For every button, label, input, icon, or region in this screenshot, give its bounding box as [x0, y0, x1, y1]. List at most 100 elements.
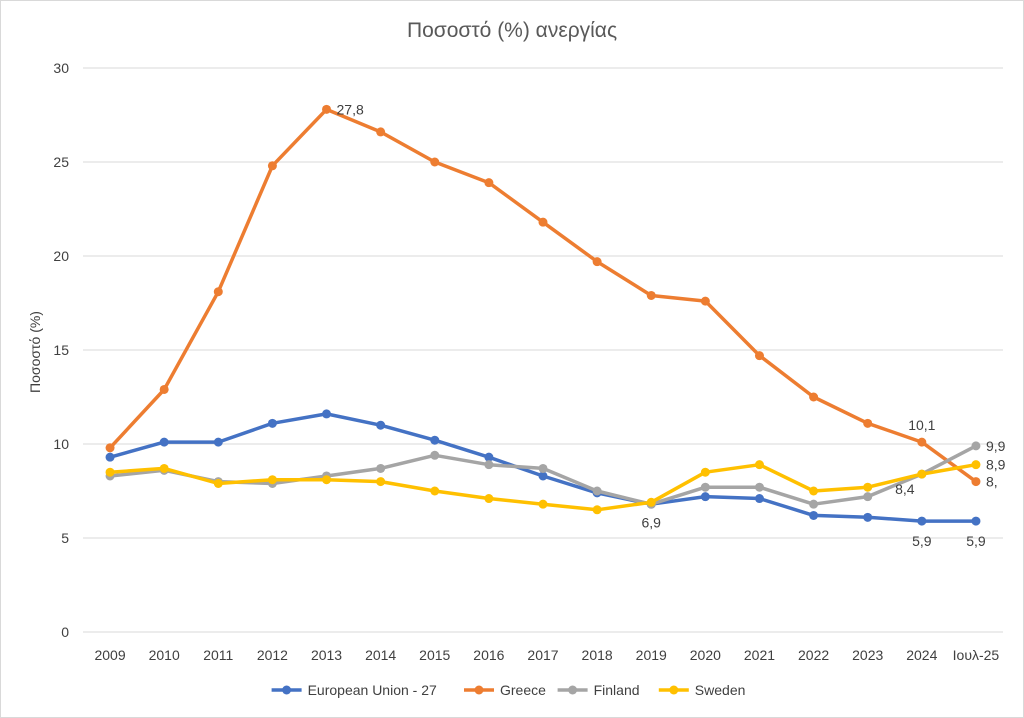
data-label: 27,8	[337, 101, 364, 117]
data-point	[917, 516, 927, 526]
x-tick-label: 2023	[852, 647, 883, 663]
data-point	[430, 486, 440, 496]
data-point	[484, 460, 494, 470]
data-point	[105, 452, 115, 462]
data-label: 10,1	[908, 417, 935, 433]
x-tick-label: 2021	[744, 647, 775, 663]
data-label: 5,9	[966, 533, 986, 549]
data-point	[971, 441, 981, 451]
data-label: 5,9	[912, 533, 932, 549]
series-greece	[105, 104, 981, 487]
x-tick-label: 2013	[311, 647, 342, 663]
data-point	[971, 477, 981, 487]
data-point	[213, 287, 223, 297]
series-line-greece	[108, 107, 978, 484]
data-point	[592, 257, 602, 267]
data-point	[700, 482, 710, 492]
data-point	[159, 437, 169, 447]
x-tick-label: 2015	[419, 647, 450, 663]
data-labels: 5,9 5,9 27,8 10,1 8, 8,4 9,9 6,9 8,9	[337, 101, 1006, 549]
data-point	[863, 492, 873, 502]
data-point	[538, 217, 548, 227]
data-point	[863, 418, 873, 428]
data-point	[213, 478, 223, 488]
y-tick-label: 10	[53, 436, 69, 452]
legend-swatch-marker	[474, 685, 484, 695]
x-tick-label: 2012	[257, 647, 288, 663]
legend-label: European Union - 27	[308, 682, 437, 698]
x-tick-label: 2009	[94, 647, 125, 663]
legend-swatch-marker	[669, 685, 679, 695]
data-point	[971, 460, 981, 470]
data-point	[105, 443, 115, 453]
data-point	[159, 384, 169, 394]
data-point	[754, 351, 764, 361]
data-point	[809, 499, 819, 509]
series-european-union-27	[105, 409, 981, 526]
series-sweden	[105, 460, 981, 515]
data-point	[592, 486, 602, 496]
data-point	[700, 467, 710, 477]
x-tick-label: 2020	[690, 647, 721, 663]
data-point	[538, 463, 548, 473]
legend-label: Sweden	[695, 682, 746, 698]
data-label: 8,9	[986, 457, 1006, 473]
x-tick-label: 2010	[149, 647, 180, 663]
chart-title: Ποσοστό (%) ανεργίας	[407, 19, 617, 42]
data-point	[484, 494, 494, 504]
data-point	[809, 486, 819, 496]
legend-item-european-union-27: European Union - 27	[271, 682, 437, 698]
x-tick-label: 2019	[636, 647, 667, 663]
data-point	[863, 512, 873, 522]
data-point	[267, 475, 277, 485]
data-point	[646, 290, 656, 300]
data-point	[809, 510, 819, 520]
data-point	[105, 467, 115, 477]
data-point	[754, 460, 764, 470]
data-point	[430, 435, 440, 445]
data-point	[917, 437, 927, 447]
x-tick-label: 2017	[527, 647, 558, 663]
legend-item-greece: Greece	[464, 682, 546, 698]
data-point	[213, 437, 223, 447]
data-point	[322, 475, 332, 485]
data-point	[322, 104, 332, 114]
data-point	[809, 392, 819, 402]
legend-item-finland: Finland	[557, 682, 640, 698]
data-label: 9,9	[986, 438, 1006, 454]
x-tick-label: Ιουλ-25	[953, 647, 1000, 663]
y-tick-label: 25	[53, 154, 69, 170]
data-point	[484, 178, 494, 188]
legend-label: Greece	[500, 682, 546, 698]
x-tick-label: 2011	[203, 647, 233, 663]
data-point	[267, 418, 277, 428]
x-tick-label: 2018	[582, 647, 613, 663]
data-point	[484, 452, 494, 462]
data-point	[430, 157, 440, 167]
legend-label: Finland	[594, 682, 640, 698]
y-tick-labels: 0 5 10 15 20 25 30	[53, 60, 69, 640]
data-point	[754, 482, 764, 492]
data-point	[646, 497, 656, 507]
series-lines	[105, 104, 981, 526]
y-tick-label: 5	[61, 530, 69, 546]
y-tick-label: 30	[53, 60, 69, 76]
x-tick-label: 2022	[798, 647, 829, 663]
data-point	[538, 499, 548, 509]
data-point	[159, 463, 169, 473]
data-point	[376, 463, 386, 473]
x-tick-labels: 2009 2010 2011 2012 2013 2014 2015 2016 2017 2018…	[94, 647, 999, 663]
data-point	[754, 494, 764, 504]
data-point	[430, 450, 440, 460]
data-label: 8,	[986, 474, 998, 490]
legend-swatch-marker	[282, 685, 292, 695]
x-tick-label: 2014	[365, 647, 396, 663]
y-tick-label: 20	[53, 248, 69, 264]
data-point	[376, 420, 386, 430]
legend-swatch-marker	[568, 685, 578, 695]
data-point	[376, 477, 386, 487]
data-point	[971, 516, 981, 526]
data-point	[376, 127, 386, 137]
y-tick-label: 15	[53, 342, 69, 358]
